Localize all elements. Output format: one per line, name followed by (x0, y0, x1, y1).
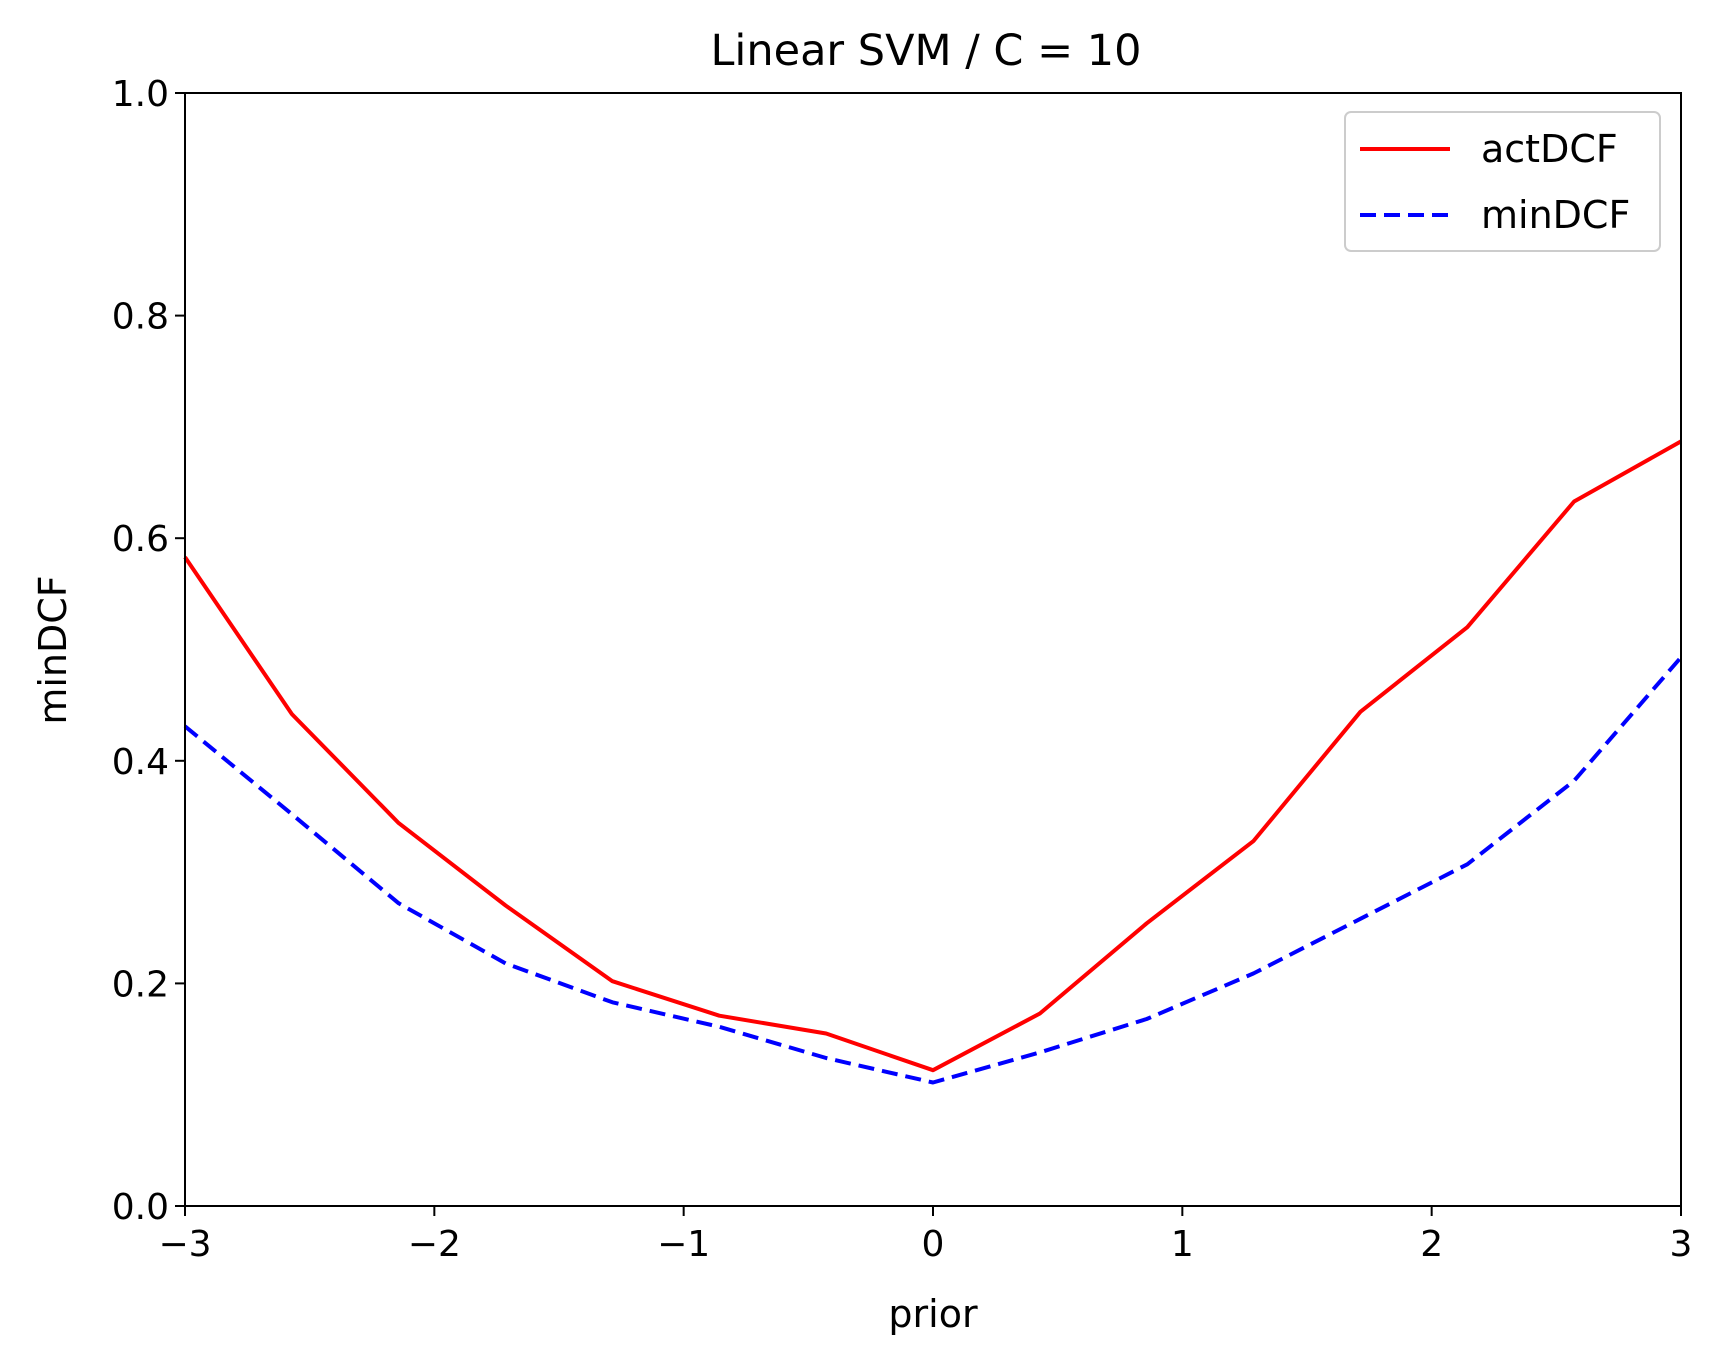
x-axis-label: prior (888, 1292, 978, 1336)
y-tick-label: 0.4 (112, 742, 169, 783)
x-tick-label: −3 (158, 1224, 211, 1265)
x-tick-label: 0 (922, 1224, 945, 1265)
legend-label-mindcf: minDCF (1481, 193, 1630, 237)
series-line-mindcf (183, 655, 1683, 1085)
y-tick-label: 0.8 (112, 297, 169, 338)
series-line-actdcf (183, 439, 1682, 1073)
x-tick-label: 1 (1171, 1224, 1194, 1265)
axis-ticks: −3 −2 −1 0 1 2 3 0.0 0.2 0.4 0.6 0.8 1.0 (112, 74, 1693, 1265)
x-tick-label: −1 (657, 1224, 710, 1265)
legend-label-actdcf: actDCF (1481, 127, 1618, 171)
legend: actDCF minDCF (1344, 111, 1661, 252)
x-tick-label: 3 (1670, 1224, 1693, 1265)
y-tick-label: 1.0 (112, 74, 169, 115)
chart-title: Linear SVM / C = 10 (710, 26, 1141, 76)
y-tick-label: 0.6 (112, 519, 169, 560)
x-tick-label: −2 (408, 1224, 461, 1265)
x-tick-label: 2 (1420, 1224, 1443, 1265)
plot-area (183, 439, 1683, 1085)
y-tick-label: 0.2 (112, 964, 169, 1005)
y-tick-label: 0.0 (112, 1187, 169, 1228)
plot-frame (184, 92, 1682, 1207)
y-axis-label: minDCF (31, 575, 75, 724)
